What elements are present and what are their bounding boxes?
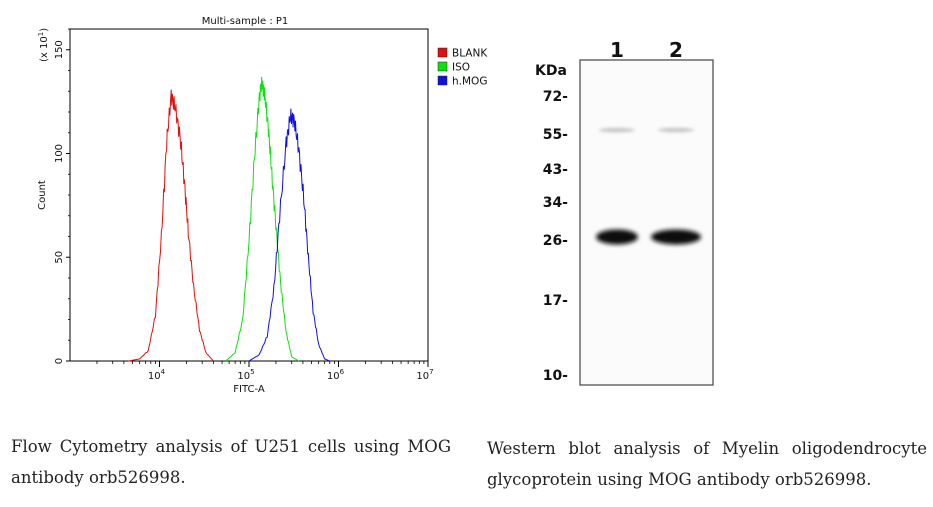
scale-note-exp: 1 [37,32,45,36]
blot-caption-line1: Western blot analysis of Myelin oligoden… [487,439,927,458]
marker-label: 55- [543,127,568,143]
scale-note-close: ) [39,28,50,32]
y-tick-label: 50 [54,251,65,264]
bands [596,127,701,245]
x-tick-label: 104 [148,368,166,382]
marker-label: 10- [543,368,568,384]
legend-label: h.MOG [452,76,487,88]
y-tick-label: 100 [54,144,65,163]
y-tick-label: 150 [54,40,65,59]
blot-membrane [579,59,714,386]
flow-caption: Flow Cytometry analysis of U251 cells us… [11,431,451,493]
histogram-series [128,76,330,362]
legend-label: ISO [452,62,470,74]
x-tick-label: 107 [416,368,433,382]
x-axis-label: FITC-A [233,384,265,395]
x-ticks: 104 105 106 107 [96,361,434,382]
marker-label: 26- [543,233,568,249]
marker-label: 43- [543,162,568,178]
y-axis-label: Count [37,180,48,210]
band-lane-2-26kda [651,229,701,245]
blot-caption-line2: glycoprotein using MOG antibody orb52699… [487,470,872,489]
legend-label: BLANK [452,48,488,60]
marker-label: 72- [543,89,568,105]
band-lane-1-26kda [596,229,638,245]
blot-caption: Western blot analysis of Myelin oligoden… [487,433,927,495]
y-tick-label: 0 [54,358,65,364]
series-line-iso [225,76,300,362]
scale-note-text: (x 10 [39,36,50,62]
legend-swatch [437,61,448,72]
plot-frame [69,28,429,362]
series-line-h-mog [248,108,330,362]
legend-swatch [437,47,448,58]
series-line-blank [128,89,214,362]
flow-caption-line2: antibody orb526998. [11,468,186,487]
marker-labels: 72- 55- 43- 34- 26- 17- 10- [543,89,568,384]
chart-title: Multi-sample : P1 [202,16,289,27]
flow-caption-line1: Flow Cytometry analysis of U251 cells us… [11,437,451,456]
x-tick-label: 106 [327,368,345,382]
y-ticks: 0 50 100 150 [54,28,70,364]
flow-cytometry-chart: Multi-sample : P1 (x 101) Count FITC-A 0… [37,16,488,395]
legend-swatch [437,75,448,86]
svg-text:(x 101): (x 101) [37,28,50,62]
x-tick-label: 105 [237,368,254,382]
kda-label: KDa [535,63,567,79]
legend: BLANK ISO h.MOG [437,47,488,88]
marker-label: 17- [543,293,568,309]
y-scale-note: (x 101) [37,28,50,62]
band-lane-2-55kda [658,127,694,133]
band-lane-1-55kda [599,127,635,133]
lane-label: 1 [610,38,624,62]
marker-label: 34- [543,195,568,211]
lane-label: 2 [669,38,683,62]
